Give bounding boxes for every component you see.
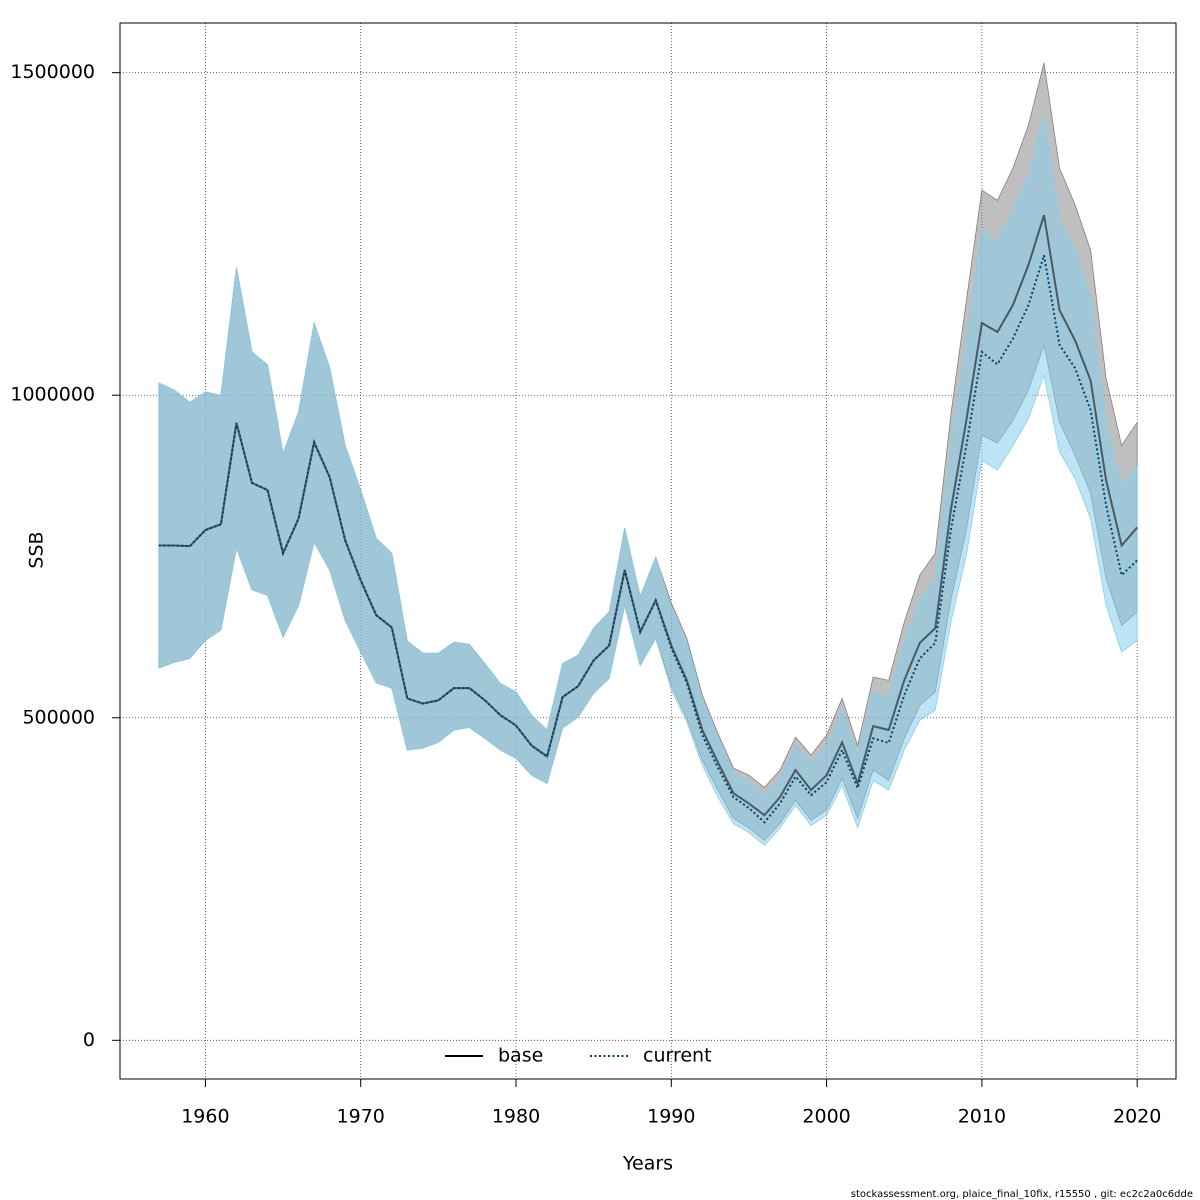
y-tick-label: 1500000 [10,61,95,83]
y-tick-label: 500000 [22,706,95,728]
x-tick-label: 2020 [1113,1106,1161,1128]
plot-frame [119,22,1177,1080]
legend-label: base [498,1045,543,1067]
y-tick-label: 0 [83,1029,95,1051]
series-line [158,254,1138,824]
x-tick-label: 1960 [181,1106,229,1128]
legend-label: current [643,1045,712,1067]
x-tick-label: 1990 [647,1106,695,1128]
x-tick-label: 1970 [337,1106,385,1128]
x-tick-label: 1980 [492,1106,540,1128]
x-tick-label: 2000 [802,1106,850,1128]
footnote: stockassessment.org, plaice_final_10fix,… [851,1189,1193,1200]
confidence-band [158,115,1138,847]
y-tick-label: 1000000 [10,384,95,406]
x-axis-label: Years [622,1153,673,1175]
x-tick-label: 2010 [958,1106,1006,1128]
y-axis-label: SSB [26,531,48,568]
